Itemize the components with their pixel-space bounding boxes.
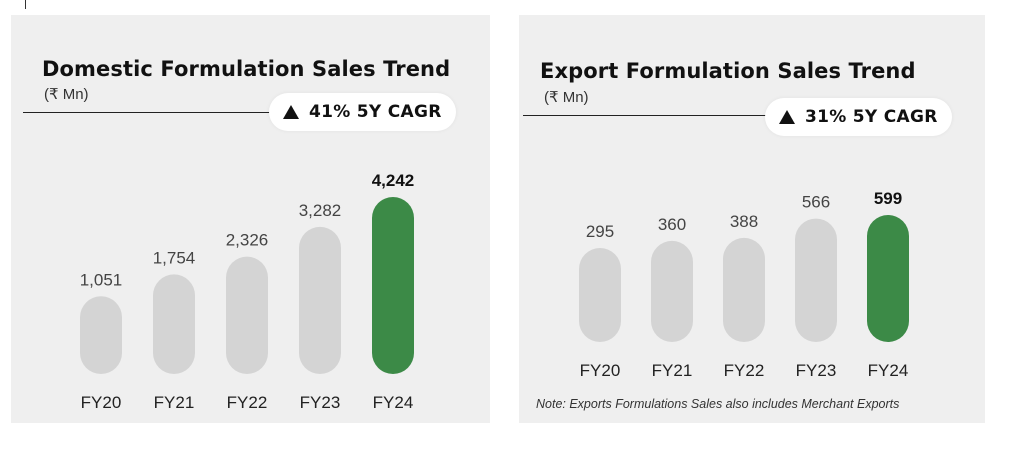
export-value-label-fy24: 599: [874, 189, 902, 208]
domestic-value-label-fy24: 4,242: [372, 171, 415, 190]
export-cagr-badge: 31% 5Y CAGR: [765, 98, 952, 136]
domestic-cagr-text: 41% 5Y CAGR: [309, 102, 442, 122]
domestic-cagr-badge: 41% 5Y CAGR: [269, 93, 456, 131]
export-unit-label: (₹ Mn): [544, 89, 589, 106]
export-value-label-fy23: 566: [802, 193, 830, 212]
export-divider: [523, 115, 783, 116]
domestic-category-label-fy20: FY20: [81, 393, 122, 412]
domestic-unit-label: (₹ Mn): [44, 86, 89, 103]
domestic-category-label-fy23: FY23: [300, 393, 341, 412]
domestic-category-label-fy22: FY22: [227, 393, 268, 412]
text-cursor: [25, 0, 26, 9]
triangle-up-icon: [283, 105, 299, 119]
domestic-chart-title: Domestic Formulation Sales Trend: [42, 57, 451, 81]
domestic-bar-fy20: [80, 296, 122, 374]
domestic-divider: [23, 112, 283, 113]
triangle-up-icon: [779, 110, 795, 124]
export-category-label-fy24: FY24: [868, 361, 909, 380]
domestic-bar-fy24: [372, 197, 414, 374]
export-bar-fy21: [651, 240, 693, 342]
export-category-label-fy20: FY20: [580, 361, 621, 380]
export-value-label-fy21: 360: [658, 215, 686, 234]
domestic-category-label-fy24: FY24: [373, 393, 414, 412]
export-bar-fy23: [795, 218, 837, 342]
domestic-value-label-fy23: 3,282: [299, 201, 342, 220]
export-bar-fy22: [723, 237, 765, 342]
domestic-value-label-fy22: 2,326: [226, 231, 269, 250]
export-value-label-fy22: 388: [730, 212, 758, 231]
export-sales-panel: Export Formulation Sales Trend (₹ Mn) 31…: [519, 15, 985, 423]
domestic-bar-chart: 1,051 FY20 1,754 FY21 2,326 FY22 3,282 FY23 4,24…: [80, 171, 415, 412]
domestic-bar-fy21: [153, 274, 195, 374]
export-cagr-text: 31% 5Y CAGR: [805, 107, 938, 127]
export-bar-fy24: [867, 215, 909, 342]
domestic-category-label-fy21: FY21: [154, 393, 195, 412]
domestic-bar-fy23: [299, 226, 341, 374]
export-value-label-fy20: 295: [586, 222, 614, 241]
export-category-label-fy21: FY21: [652, 361, 693, 380]
export-category-label-fy23: FY23: [796, 361, 837, 380]
domestic-bar-fy22: [226, 256, 268, 374]
export-chart-title: Export Formulation Sales Trend: [540, 59, 916, 83]
export-category-label-fy22: FY22: [724, 361, 765, 380]
export-footnote: Note: Exports Formulations Sales also in…: [536, 397, 900, 411]
domestic-value-label-fy21: 1,754: [153, 248, 196, 267]
export-bar-fy20: [579, 247, 621, 342]
domestic-value-label-fy20: 1,051: [80, 270, 123, 289]
domestic-sales-panel: Domestic Formulation Sales Trend (₹ Mn) …: [11, 15, 490, 423]
export-bar-chart: 295 FY20 360 FY21 388 FY22 566 FY23 599 FY24: [579, 189, 909, 380]
